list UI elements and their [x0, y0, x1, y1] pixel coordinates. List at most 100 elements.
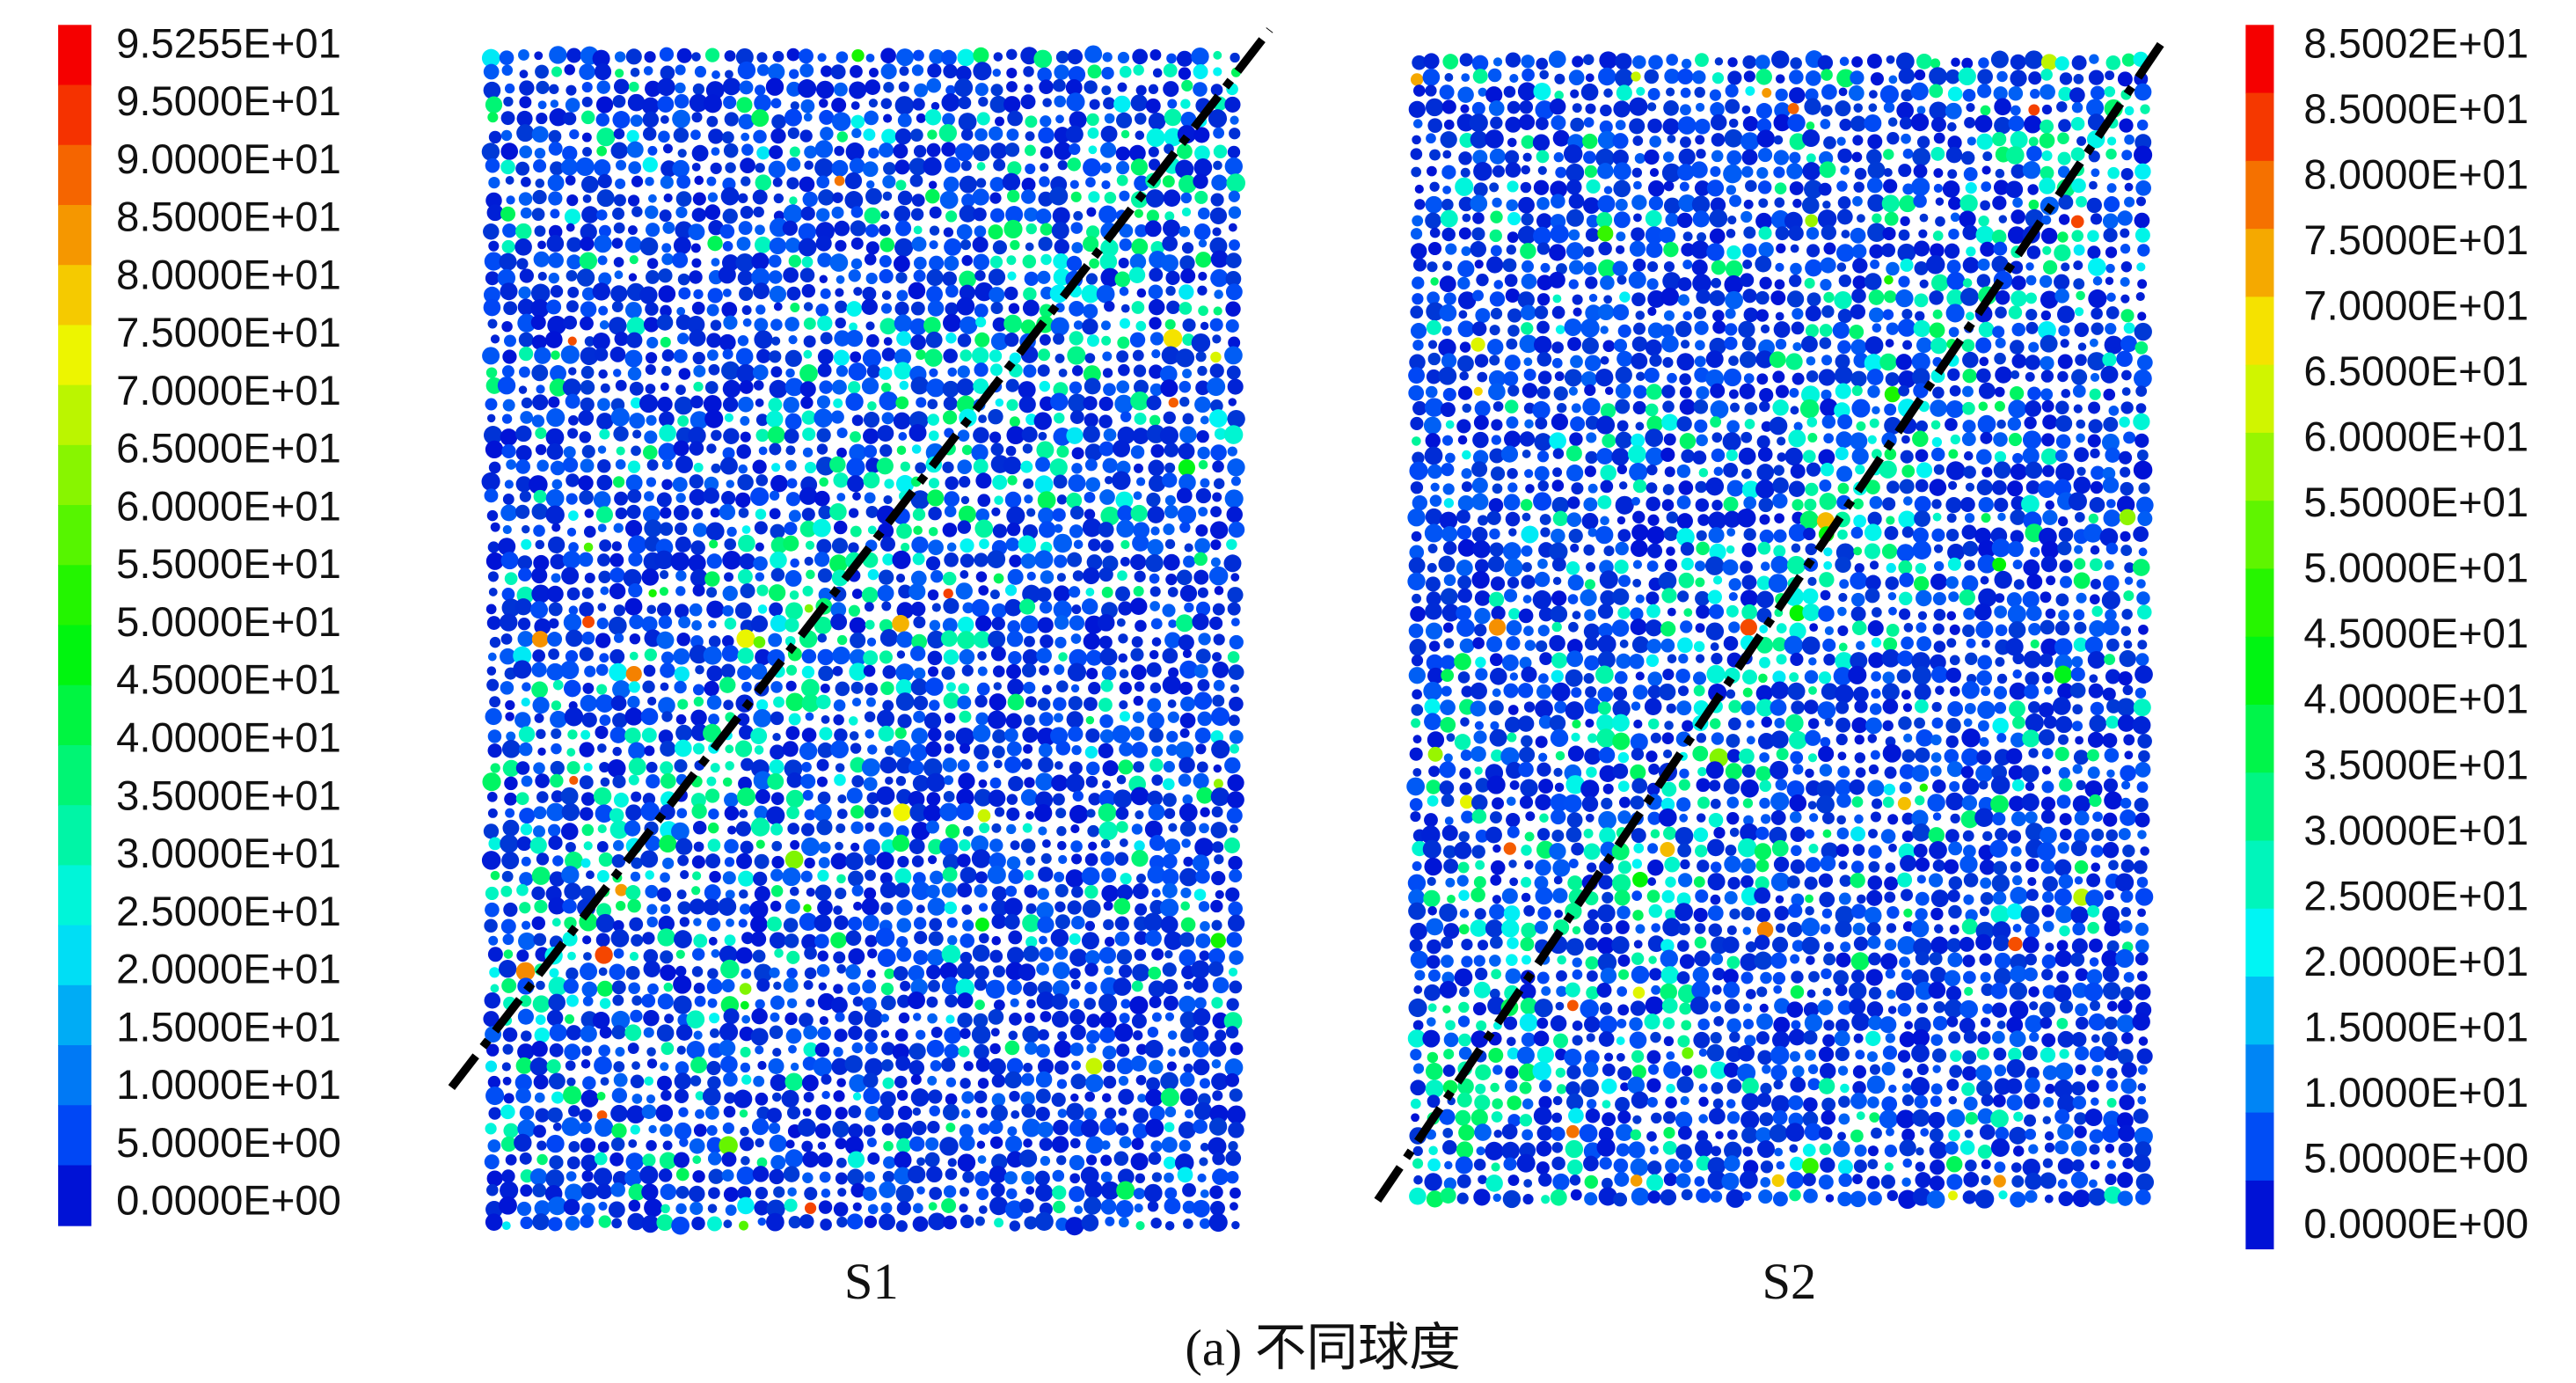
particle [738, 870, 755, 887]
particle [537, 100, 547, 110]
particle [1773, 113, 1792, 132]
particle [706, 600, 725, 618]
particle [787, 127, 799, 139]
particle [565, 1060, 576, 1072]
particle [1164, 808, 1176, 819]
particle [926, 964, 941, 980]
particle [1133, 491, 1142, 501]
particle [960, 951, 973, 964]
particle [912, 98, 925, 111]
particle [677, 699, 689, 710]
particle [533, 524, 545, 538]
particle [487, 1139, 501, 1152]
particle [1616, 464, 1628, 475]
particle [880, 807, 892, 818]
particle [803, 904, 812, 912]
particle [1425, 398, 1444, 417]
particle [607, 758, 626, 778]
particle [584, 665, 596, 677]
particle [930, 870, 944, 885]
particle [770, 474, 788, 493]
particle [2055, 434, 2071, 450]
particle [836, 493, 846, 501]
particle [930, 570, 944, 583]
particle [486, 509, 499, 522]
particle [1193, 64, 1208, 80]
particle [818, 505, 833, 520]
particle [1472, 150, 1488, 165]
particle [1502, 258, 1517, 273]
particle [1039, 665, 1049, 676]
particle [486, 413, 496, 423]
particle [722, 241, 733, 252]
particle [2135, 340, 2149, 355]
particle [1867, 194, 1886, 212]
particle [1933, 464, 1945, 475]
particle [979, 538, 989, 550]
particle [880, 210, 890, 220]
particle [1065, 79, 1083, 96]
particle [944, 552, 959, 567]
particle [1929, 479, 1947, 496]
particle [773, 696, 784, 708]
particle [1114, 852, 1129, 866]
particle [865, 853, 876, 866]
particle [1164, 108, 1182, 127]
particle [1693, 306, 1707, 319]
particle [883, 1156, 896, 1169]
particle [1026, 508, 1036, 517]
particle [1210, 506, 1222, 518]
particle [1086, 649, 1103, 666]
particle [773, 1186, 785, 1198]
particle [800, 823, 815, 837]
particle [1472, 431, 1489, 449]
particle [1789, 274, 1802, 288]
particle [1588, 293, 1598, 303]
particle [1441, 198, 1454, 211]
particle [893, 412, 911, 430]
particle [834, 915, 849, 930]
particle [1505, 116, 1522, 133]
particle [1945, 102, 1962, 120]
particle [677, 854, 690, 867]
particle [1911, 177, 1930, 196]
particle [976, 1188, 989, 1201]
particle [2119, 416, 2130, 428]
particle [1523, 368, 1536, 381]
particle [803, 1025, 818, 1040]
particle [2076, 419, 2086, 429]
particle [594, 1056, 612, 1075]
particle [770, 711, 784, 726]
particle [755, 572, 765, 582]
particle [1149, 317, 1162, 330]
particle [1053, 1200, 1066, 1214]
particle [1228, 664, 1244, 680]
particle [629, 255, 639, 265]
particle [914, 83, 928, 98]
particle [987, 865, 1006, 884]
particle [641, 97, 660, 115]
particle [765, 1212, 784, 1232]
particle [912, 774, 930, 792]
particle [1681, 340, 1690, 349]
particle [736, 629, 755, 648]
particle [907, 1165, 926, 1184]
particle [1132, 882, 1149, 900]
particle [646, 904, 658, 915]
particle [551, 350, 560, 360]
particle [1135, 1173, 1146, 1183]
particle [813, 518, 831, 538]
particle [706, 776, 717, 787]
particle [502, 819, 520, 837]
particle [1712, 320, 1726, 334]
particle [1585, 73, 1594, 83]
particle [1035, 1088, 1051, 1104]
particle [816, 963, 830, 977]
particle [1165, 285, 1176, 296]
particle [848, 948, 865, 965]
particle [1694, 367, 1710, 383]
particle [566, 48, 582, 63]
particle [580, 1089, 599, 1108]
particle [564, 706, 584, 727]
particle [579, 742, 595, 757]
